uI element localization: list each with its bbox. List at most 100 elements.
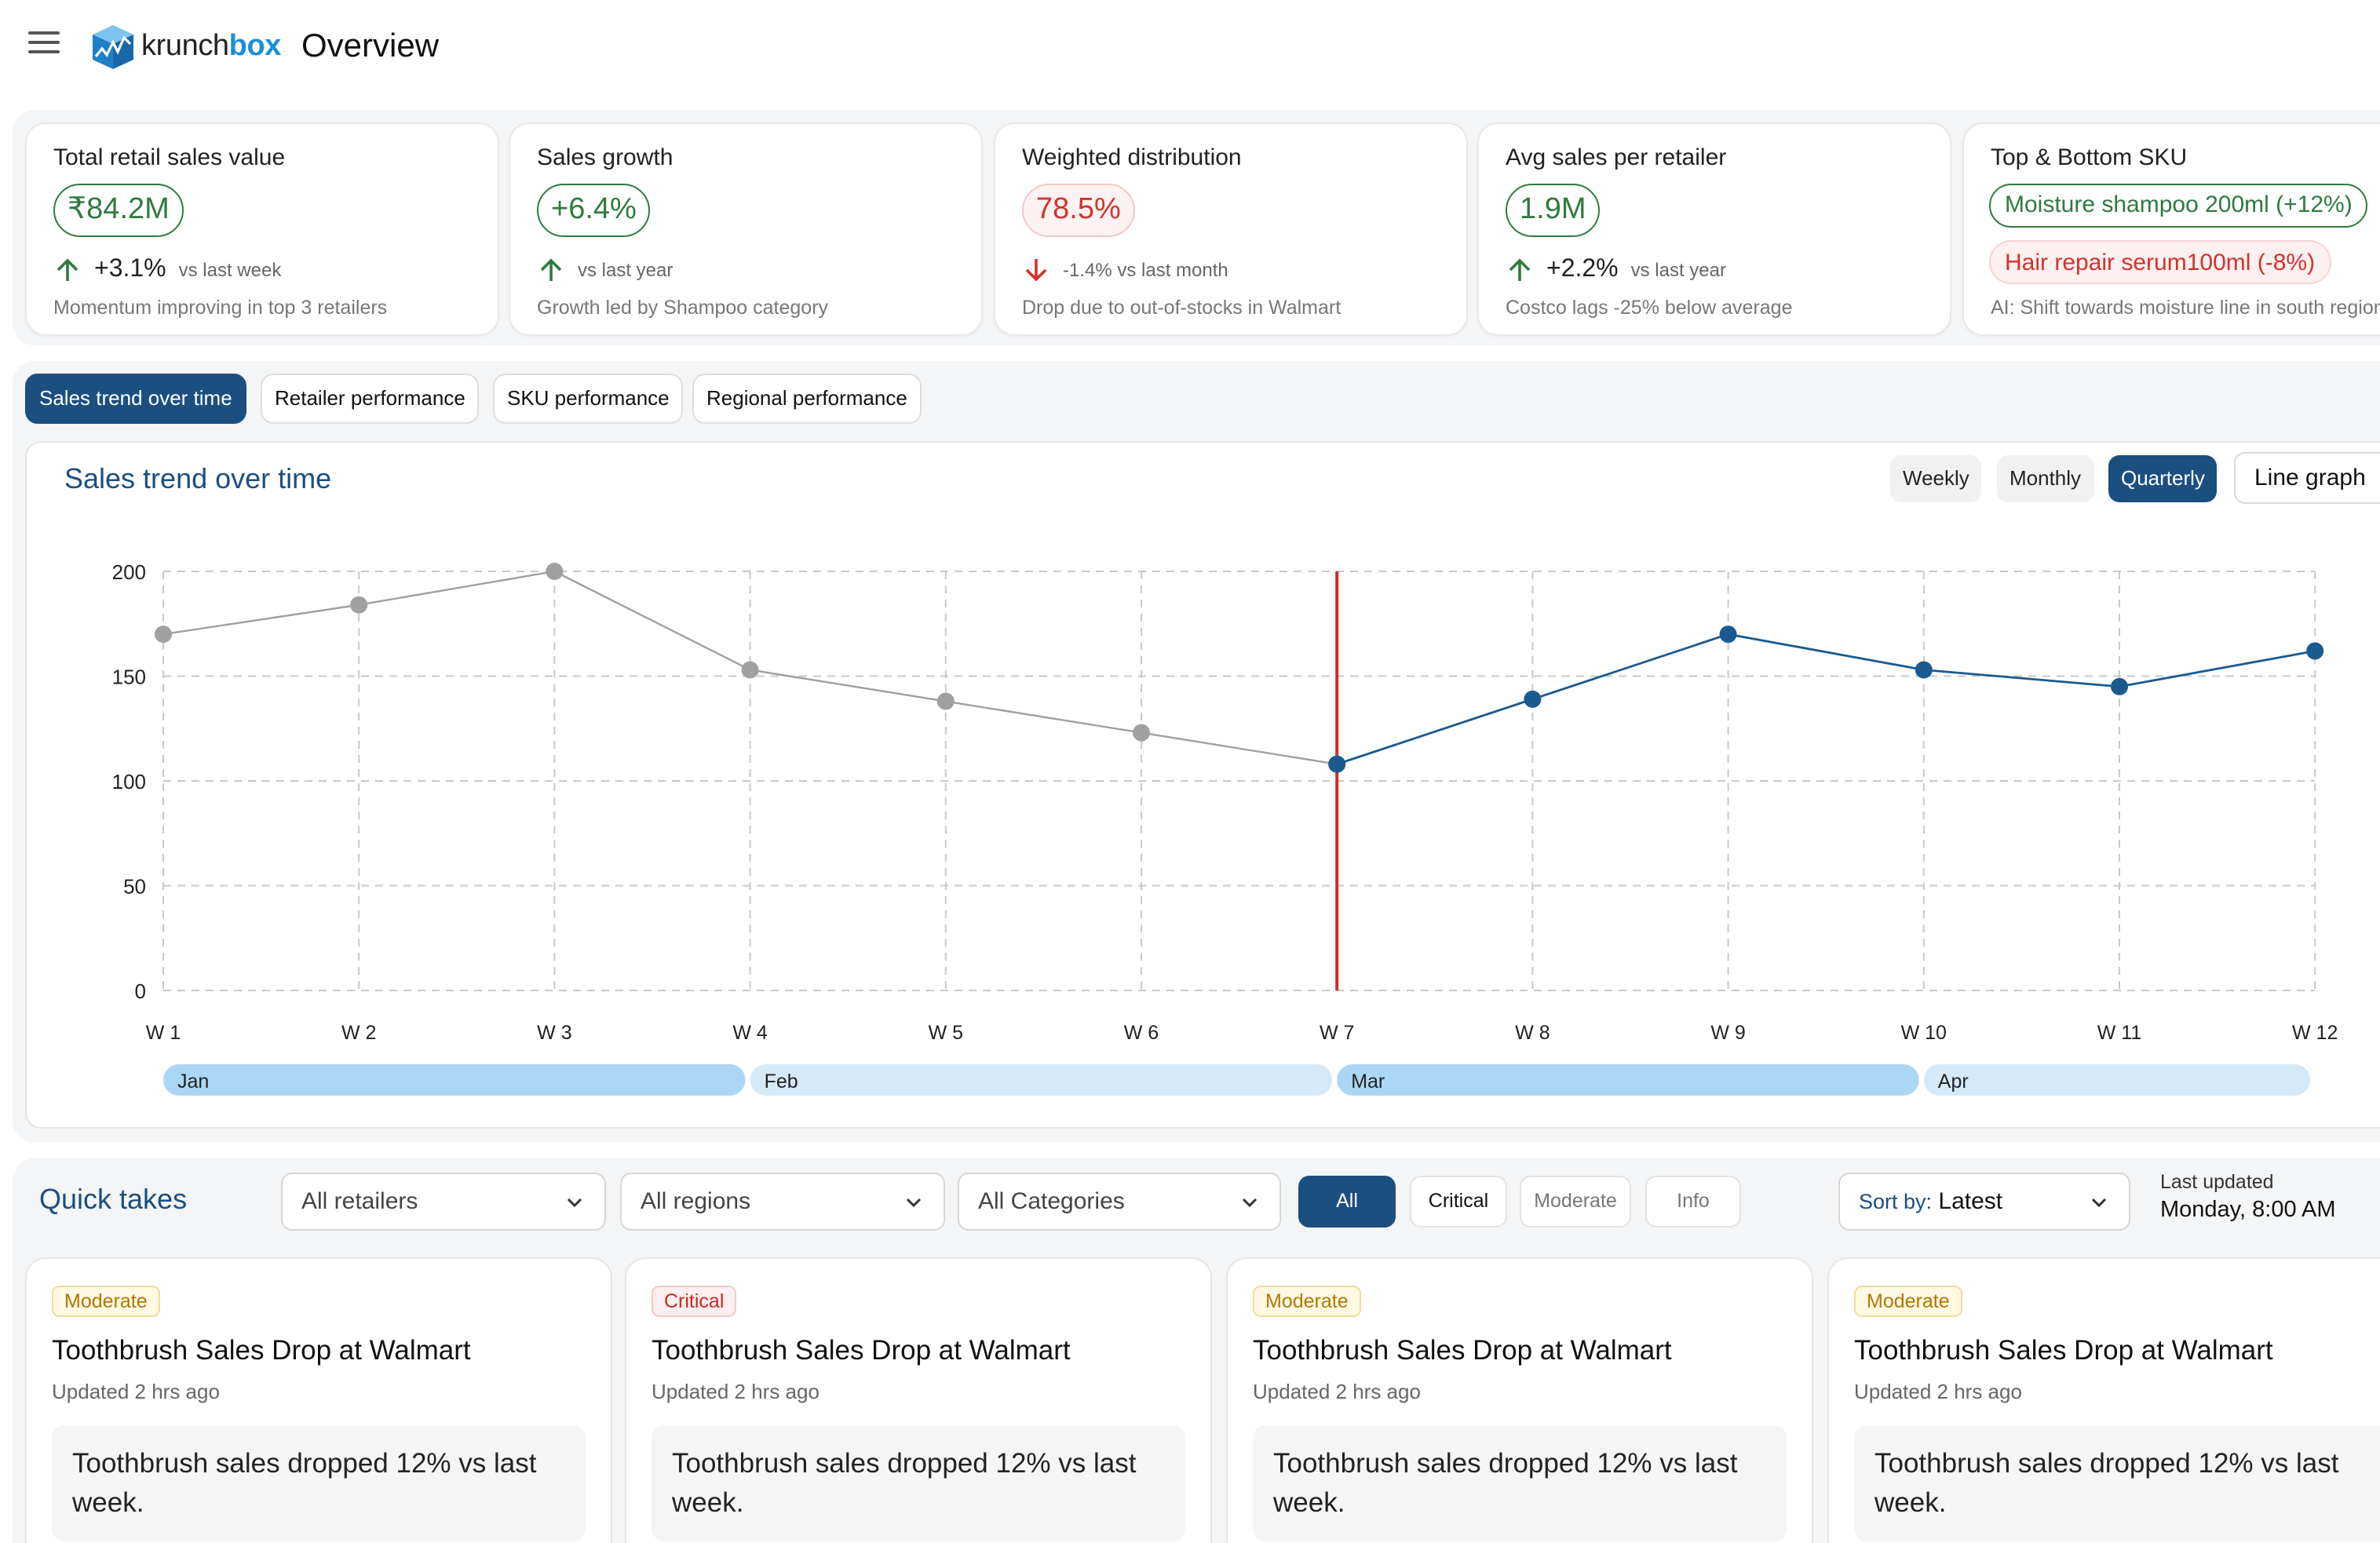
kpi-note: Momentum improving in top 3 retailers xyxy=(53,297,388,319)
chevron-down-icon xyxy=(567,1198,582,1208)
card-updated: Updated 2 hrs ago xyxy=(52,1380,220,1403)
severity-moderate-button[interactable]: Moderate xyxy=(1520,1176,1631,1227)
category-filter-select[interactable]: All Categories xyxy=(958,1173,1281,1231)
x-tick-label: W 1 xyxy=(146,1022,181,1044)
region-filter-value: All regions xyxy=(641,1188,751,1215)
quick-takes-title: Quick takes xyxy=(39,1184,188,1215)
kpi-weighted-distribution[interactable]: Weighted distribution 78.5% -1.4% vs las… xyxy=(995,124,1466,334)
period-monthly-button[interactable]: Monthly xyxy=(1997,455,2094,502)
tab-sales-trend[interactable]: Sales trend over time xyxy=(25,374,246,424)
chart-type-dropdown[interactable]: Line graph xyxy=(2234,452,2380,504)
y-tick-label: 0 xyxy=(135,979,146,1003)
krunchbox-logo-icon xyxy=(93,25,133,69)
top-bar: krunchbox Overview xyxy=(0,0,2380,97)
data-point-past xyxy=(546,563,564,580)
month-label: Mar xyxy=(1351,1071,1385,1093)
chart-type-label: Line graph xyxy=(2254,465,2366,491)
period-weekly-button[interactable]: Weekly xyxy=(1890,455,1982,502)
month-band xyxy=(163,1064,746,1096)
kpi-total-retail-sales[interactable]: Total retail sales value ₹84.2M +3.1% vs… xyxy=(27,124,498,334)
data-point-current xyxy=(1719,626,1737,644)
chevron-down-icon xyxy=(1242,1198,1258,1208)
kpi-note: Costco lags -25% below average xyxy=(1506,297,1793,319)
x-tick-label: W 3 xyxy=(537,1022,571,1044)
tab-retailer-performance[interactable]: Retailer performance xyxy=(261,374,480,424)
quick-take-card[interactable]: Moderate Toothbrush Sales Drop at Walmar… xyxy=(1228,1259,1812,1543)
card-title: Toothbrush Sales Drop at Walmart xyxy=(1253,1334,1672,1366)
data-point-current xyxy=(1328,755,1346,773)
kpi-delta-label: vs last week xyxy=(178,259,282,281)
series-current-line xyxy=(1336,633,2316,765)
kpi-label: Sales growth xyxy=(537,144,673,171)
bottom-sku-pill: Hair repair serum100ml (-8%) xyxy=(1989,240,2331,284)
retailer-filter-value: All retailers xyxy=(301,1188,418,1215)
kpi-label: Total retail sales value xyxy=(53,144,286,171)
hamburger-menu-icon[interactable] xyxy=(28,31,60,57)
severity-badge: Moderate xyxy=(1253,1286,1361,1317)
quick-take-card[interactable]: Critical Toothbrush Sales Drop at Walmar… xyxy=(626,1259,1210,1543)
kpi-label: Weighted distribution xyxy=(1022,144,1242,171)
card-body: Toothbrush sales dropped 12% vs last wee… xyxy=(52,1425,586,1541)
card-body: Toothbrush sales dropped 12% vs last wee… xyxy=(1854,1425,2380,1541)
kpi-value: ₹84.2M xyxy=(53,184,184,237)
card-title: Toothbrush Sales Drop at Walmart xyxy=(1854,1334,2273,1366)
severity-badge: Critical xyxy=(652,1286,737,1317)
data-point-past xyxy=(936,692,955,710)
data-point-past xyxy=(155,626,172,644)
page-title: Overview xyxy=(301,28,440,64)
last-updated: Last updated Monday, 8:00 AM xyxy=(2160,1171,2336,1223)
brand-name-part1: krunch xyxy=(141,30,229,63)
period-quarterly-button[interactable]: Quarterly xyxy=(2108,455,2218,502)
kpi-delta: +2.2% vs last year xyxy=(1506,253,1726,287)
severity-info-button[interactable]: Info xyxy=(1645,1176,1741,1227)
kpi-delta-label: vs last year xyxy=(1630,259,1726,281)
kpi-top-bottom-sku[interactable]: Top & Bottom SKU Moisture shampoo 200ml … xyxy=(1964,124,2380,334)
x-tick-label: W 2 xyxy=(341,1022,376,1044)
severity-badge: Moderate xyxy=(1854,1286,1962,1317)
sort-text: Sort by: Latest xyxy=(1859,1188,2002,1215)
last-updated-label: Last updated xyxy=(2160,1171,2274,1193)
kpi-note: AI: Shift towards moisture line in south… xyxy=(1991,297,2380,319)
chart-title: Sales trend over time xyxy=(64,463,332,494)
month-label: Apr xyxy=(1938,1071,1969,1093)
retailer-filter-select[interactable]: All retailers xyxy=(281,1173,606,1231)
kpi-delta: -1.4% vs last month xyxy=(1022,253,1228,287)
kpi-delta-label: vs last year xyxy=(578,259,673,281)
tab-regional-performance[interactable]: Regional performance xyxy=(692,374,922,424)
kpi-delta-value: +2.2% xyxy=(1546,256,1619,283)
card-updated: Updated 2 hrs ago xyxy=(1854,1380,2022,1403)
brand-name-part2: box xyxy=(228,30,282,63)
data-point-current xyxy=(2111,677,2128,695)
x-tick-label: W 8 xyxy=(1515,1022,1550,1044)
x-tick-label: W 10 xyxy=(1901,1022,1947,1044)
y-tick-label: 50 xyxy=(123,875,146,899)
x-tick-label: W 4 xyxy=(732,1022,768,1044)
kpi-delta-value: +3.1% xyxy=(94,256,166,283)
chevron-down-icon xyxy=(2091,1198,2107,1208)
y-tick-label: 150 xyxy=(112,666,146,689)
month-band xyxy=(1337,1064,1919,1096)
data-point-past xyxy=(1133,724,1150,742)
kpi-sales-growth[interactable]: Sales growth +6.4% vs last year Growth l… xyxy=(510,124,981,334)
data-point-past xyxy=(350,596,368,614)
month-label: Jan xyxy=(177,1071,209,1093)
quick-take-card[interactable]: Moderate Toothbrush Sales Drop at Walmar… xyxy=(1829,1259,2380,1543)
brand-name: krunchbox xyxy=(141,30,281,64)
month-label: Feb xyxy=(765,1071,798,1093)
quick-take-card[interactable]: Moderate Toothbrush Sales Drop at Walmar… xyxy=(27,1259,611,1543)
category-filter-value: All Categories xyxy=(978,1188,1125,1215)
data-point-current xyxy=(2306,642,2324,660)
card-title: Toothbrush Sales Drop at Walmart xyxy=(652,1334,1071,1366)
tab-sku-performance[interactable]: SKU performance xyxy=(493,374,684,424)
data-point-current xyxy=(1915,661,1933,679)
y-tick-label: 100 xyxy=(112,770,146,793)
arrow-up-icon xyxy=(540,258,562,281)
severity-critical-button[interactable]: Critical xyxy=(1410,1176,1507,1227)
arrow-up-icon xyxy=(1509,258,1531,281)
card-title: Toothbrush Sales Drop at Walmart xyxy=(52,1334,471,1366)
sort-select[interactable]: Sort by: Latest xyxy=(1838,1173,2130,1231)
region-filter-select[interactable]: All regions xyxy=(620,1173,945,1231)
kpi-avg-sales-per-retailer[interactable]: Avg sales per retailer 1.9M +2.2% vs las… xyxy=(1479,124,1950,334)
severity-all-button[interactable]: All xyxy=(1298,1176,1396,1227)
kpi-note: Drop due to out-of-stocks in Walmart xyxy=(1022,297,1341,319)
